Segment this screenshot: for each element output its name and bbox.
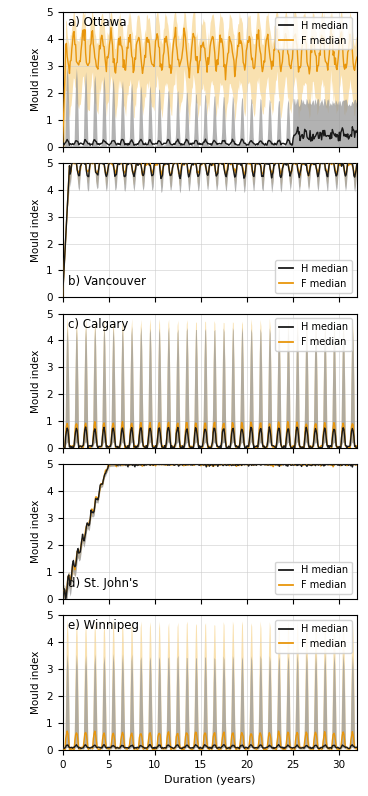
Y-axis label: Mould index: Mould index xyxy=(31,500,40,564)
Legend: H median, F median: H median, F median xyxy=(275,17,352,49)
Text: b) Vancouver: b) Vancouver xyxy=(68,275,146,288)
Text: d) St. John's: d) St. John's xyxy=(68,576,139,590)
Y-axis label: Mould index: Mould index xyxy=(31,349,40,412)
Y-axis label: Mould index: Mould index xyxy=(31,651,40,714)
Legend: H median, F median: H median, F median xyxy=(275,561,352,594)
Text: c) Calgary: c) Calgary xyxy=(68,318,129,330)
Y-axis label: Mould index: Mould index xyxy=(31,198,40,262)
Text: a) Ottawa: a) Ottawa xyxy=(68,16,127,29)
Text: e) Winnipeg: e) Winnipeg xyxy=(68,619,139,632)
X-axis label: Duration (years): Duration (years) xyxy=(164,775,255,785)
Legend: H median, F median: H median, F median xyxy=(275,620,352,653)
Y-axis label: Mould index: Mould index xyxy=(31,48,40,111)
Legend: H median, F median: H median, F median xyxy=(275,260,352,293)
Legend: H median, F median: H median, F median xyxy=(275,318,352,351)
